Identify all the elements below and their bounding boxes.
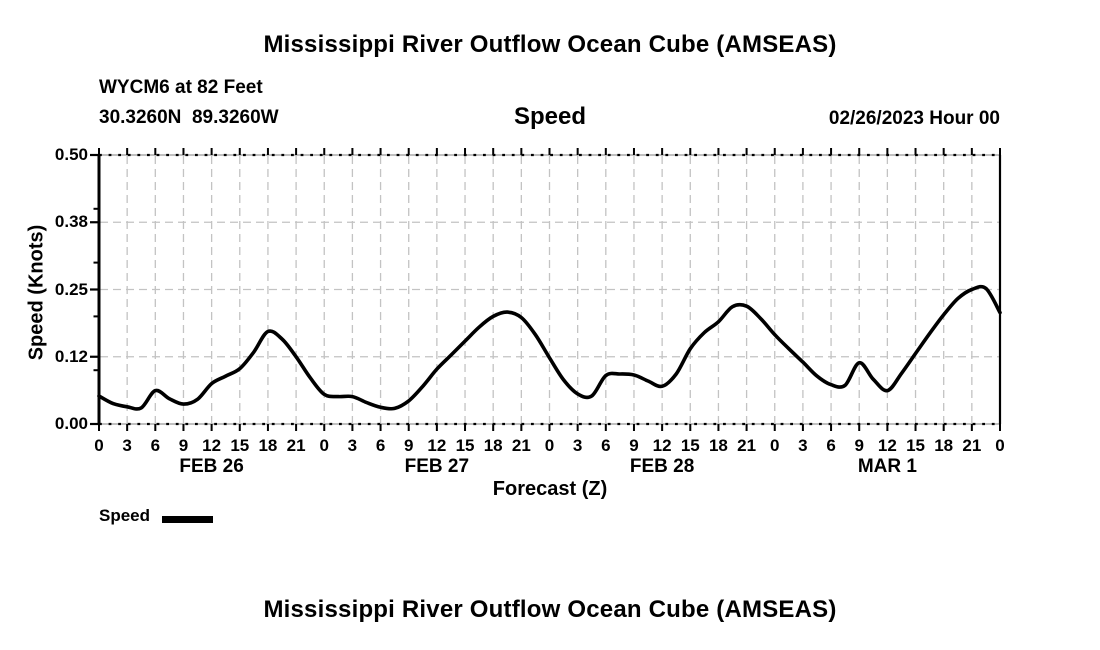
chart-title-bottom: Mississippi River Outflow Ocean Cube (AM… bbox=[263, 596, 837, 623]
x-tick-label: 6 bbox=[150, 436, 161, 455]
day-label: MAR 1 bbox=[857, 456, 917, 477]
x-tick-label: 12 bbox=[877, 436, 897, 455]
day-label: FEB 28 bbox=[629, 456, 695, 477]
x-tick-label: 6 bbox=[601, 436, 611, 455]
coordinates-label: 30.3260N 89.3260W bbox=[99, 107, 279, 128]
x-tick-label: 0 bbox=[544, 436, 555, 455]
x-tick-label: 0 bbox=[995, 436, 1005, 455]
x-axis-title: Forecast (Z) bbox=[492, 478, 608, 500]
x-tick-label: 12 bbox=[652, 436, 672, 455]
chart-title-top: Mississippi River Outflow Ocean Cube (AM… bbox=[263, 31, 837, 58]
y-tick-label: 0.38 bbox=[54, 212, 88, 232]
x-tick-label: 3 bbox=[347, 436, 358, 455]
x-tick-label: 18 bbox=[258, 436, 278, 455]
y-tick-label: 0.00 bbox=[54, 414, 88, 433]
x-tick-label: 21 bbox=[511, 436, 531, 455]
x-tick-label: 9 bbox=[403, 436, 414, 455]
x-tick-label: 0 bbox=[319, 436, 329, 455]
x-tick-label: 15 bbox=[230, 436, 250, 455]
x-tick-label: 6 bbox=[375, 436, 386, 455]
x-tick-label: 12 bbox=[202, 436, 222, 455]
y-tick-label: 0.12 bbox=[54, 346, 88, 366]
x-tick-label: 12 bbox=[427, 436, 447, 455]
day-label: FEB 26 bbox=[179, 456, 244, 477]
x-tick-label: 3 bbox=[122, 436, 132, 455]
x-tick-label: 18 bbox=[934, 436, 954, 455]
variable-title: Speed bbox=[513, 103, 587, 130]
x-tick-label: 9 bbox=[854, 436, 864, 455]
x-tick-label: 18 bbox=[483, 436, 503, 455]
x-tick-label: 9 bbox=[178, 436, 189, 455]
x-tick-label: 9 bbox=[629, 436, 639, 455]
legend-line-swatch bbox=[162, 516, 213, 523]
x-tick-label: 0 bbox=[94, 436, 104, 455]
x-tick-label: 21 bbox=[962, 436, 982, 455]
x-tick-label: 15 bbox=[455, 436, 475, 455]
x-tick-label: 3 bbox=[572, 436, 583, 455]
x-tick-label: 15 bbox=[906, 436, 925, 455]
x-tick-label: 21 bbox=[286, 436, 306, 455]
speed-series-line bbox=[97, 284, 1002, 411]
x-tick-label: 6 bbox=[826, 436, 836, 455]
y-tick-label: 0.25 bbox=[54, 279, 88, 299]
legend-series-label: Speed bbox=[99, 506, 151, 525]
x-tick-label: 3 bbox=[798, 436, 808, 455]
x-tick-label: 15 bbox=[680, 436, 700, 455]
x-tick-label: 18 bbox=[708, 436, 728, 455]
x-tick-label: 0 bbox=[770, 436, 780, 455]
run-datetime-label: 02/26/2023 Hour 00 bbox=[828, 108, 1000, 129]
x-tick-label: 21 bbox=[737, 436, 757, 455]
day-label: FEB 27 bbox=[404, 456, 470, 477]
station-label: WYCM6 at 82 Feet bbox=[99, 77, 263, 98]
y-tick-label: 0.50 bbox=[54, 145, 88, 164]
